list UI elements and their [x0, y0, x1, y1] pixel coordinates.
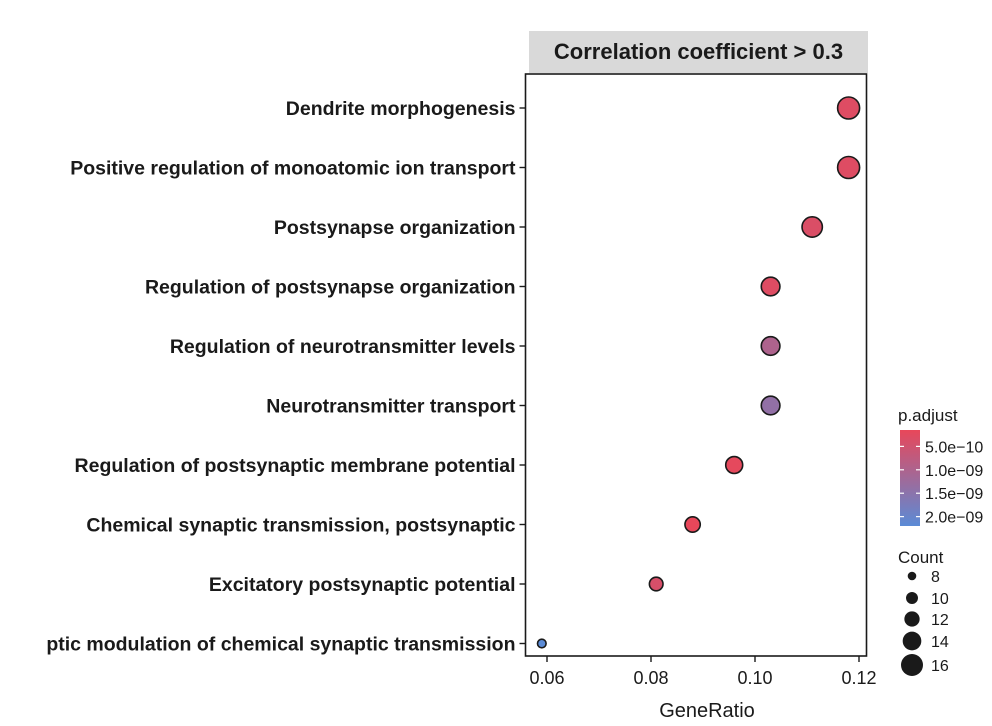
size-legend-dot: [901, 654, 923, 676]
facet-strip: [529, 31, 868, 73]
color-legend-bar: [900, 430, 920, 526]
x-axis: 0.06 0.08 0.10 0.12: [529, 656, 877, 688]
data-point: [801, 216, 824, 238]
size-legend-label: 10: [931, 591, 949, 608]
data-point: [836, 155, 861, 180]
y-category-label: Postsynapse organization: [274, 217, 516, 239]
size-legend-dot: [902, 631, 922, 651]
color-legend: p.adjust 5.0e−10 1.0e−09 1.5e−09 2.0e−09: [898, 406, 983, 527]
plot-panel: [524, 73, 868, 657]
y-category-label: Dendrite morphogenesis: [286, 98, 516, 120]
data-point: [760, 335, 781, 357]
data-point: [724, 455, 744, 475]
y-category-label: Positive regulation of monoatomic ion tr…: [70, 158, 516, 180]
data-point: [648, 576, 664, 592]
y-axis: Dendrite morphogenesis Positive regulatio…: [46, 98, 526, 656]
size-legend-label: 16: [931, 658, 949, 675]
color-legend-title: p.adjust: [898, 406, 958, 425]
x-tick-label: 0.10: [737, 668, 772, 688]
x-axis-title: GeneRatio: [659, 700, 755, 722]
y-category-label: Chemical synaptic transmission, postsyna…: [86, 515, 515, 537]
y-category-label: Excitatory postsynaptic potential: [209, 574, 516, 596]
size-legend-label: 12: [931, 612, 949, 629]
size-legend-dot: [906, 592, 918, 604]
x-tick-label: 0.06: [529, 668, 564, 688]
size-legend: Count 8 10 12 14 16: [898, 548, 949, 676]
y-category-label: ptic modulation of chemical synaptic tra…: [46, 634, 515, 656]
size-legend-label: 8: [931, 569, 940, 586]
data-point: [536, 638, 547, 649]
y-category-label: Neurotransmitter transport: [266, 396, 516, 418]
y-category-label: Regulation of postsynapse organization: [145, 277, 516, 299]
data-point: [760, 395, 781, 416]
y-category-label: Regulation of neurotransmitter levels: [170, 336, 516, 358]
color-legend-label: 2.0e−09: [925, 510, 983, 527]
data-point: [836, 96, 861, 120]
data-points: [536, 96, 861, 649]
size-legend-dot: [904, 611, 920, 627]
size-legend-dot: [907, 571, 917, 581]
data-point: [760, 276, 781, 297]
x-tick-label: 0.12: [841, 668, 876, 688]
color-legend-label: 1.5e−09: [925, 486, 983, 503]
size-legend-label: 14: [931, 634, 949, 651]
color-legend-label: 1.0e−09: [925, 463, 983, 480]
y-category-label: Regulation of postsynaptic membrane pote…: [75, 455, 516, 477]
facet-title: Correlation coefficient > 0.3: [554, 39, 843, 64]
size-legend-title: Count: [898, 548, 944, 567]
data-point: [684, 516, 702, 533]
color-legend-label: 5.0e−10: [925, 439, 983, 456]
x-tick-label: 0.08: [633, 668, 668, 688]
